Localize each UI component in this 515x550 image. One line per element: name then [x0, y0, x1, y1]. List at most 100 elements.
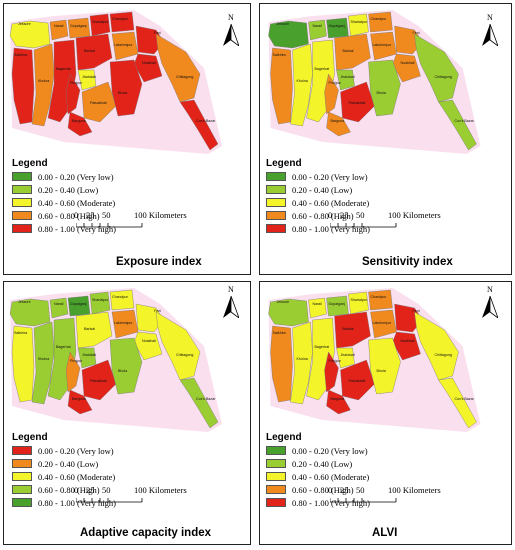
legend-swatch: [266, 198, 286, 207]
scale-bar-line: [330, 498, 397, 503]
legend-label: 0.80 - 1.00 (Very high): [38, 223, 116, 234]
place-label: Bhola: [118, 91, 127, 95]
north-letter: N: [228, 285, 234, 294]
legend-swatch: [12, 472, 32, 481]
place-label: Gopalganj: [329, 24, 346, 28]
legend-item: 0.60 - 0.80 (High): [266, 210, 354, 221]
place-label: Chittagong: [435, 353, 452, 357]
district-jhalokati: [77, 69, 97, 91]
place-label: Pirojpur: [329, 81, 342, 85]
place-label: Lakshmipur: [114, 43, 133, 47]
legend-swatch: [12, 198, 32, 207]
place-label: Noakhali: [401, 339, 415, 343]
scale-label: 100 Kilometers: [134, 485, 187, 495]
district-barguna: [67, 389, 93, 415]
district-chandpur: [368, 289, 393, 311]
place-label: Satkhira: [14, 53, 27, 57]
district-khulna: [31, 321, 55, 405]
place-label: Patuakhali: [349, 379, 366, 383]
place-label: Lakshmipur: [114, 321, 133, 325]
place-label: Barguna: [72, 397, 86, 401]
place-label: Narail: [313, 24, 323, 28]
legend-item: 0.00 - 0.20 (Very low): [12, 171, 114, 182]
legend-swatch: [12, 185, 32, 194]
place-label: Patuakhali: [349, 101, 366, 105]
place-label: Noakhali: [142, 339, 156, 343]
map-panel-adaptive-capacity: Jessore Narail Gopalganj Shariatpur Chandpur…: [3, 281, 251, 545]
scale-label: 25: [340, 210, 349, 220]
place-label: Bagerhat: [315, 345, 330, 349]
north-letter: N: [228, 13, 234, 22]
legend-title: Legend: [266, 158, 302, 169]
legend-item: 0.60 - 0.80 (High): [12, 210, 100, 221]
scale-label: 0: [328, 485, 333, 495]
place-label: Patuakhali: [90, 101, 107, 105]
place-label: Chittagong: [435, 75, 452, 79]
scale-label: 25: [340, 485, 349, 495]
district-chandpur: [368, 11, 393, 33]
place-label: Bhola: [377, 369, 386, 373]
place-label: Gopalganj: [70, 302, 87, 306]
district-bhola: [368, 59, 401, 117]
legend-swatch: [266, 224, 286, 233]
legend-label: 0.60 - 0.80 (High): [38, 210, 100, 221]
legend-label: 0.40 - 0.60 (Moderate): [38, 197, 116, 208]
district-map: Jessore Narail Gopalganj ShariatpurChandpur…: [268, 288, 481, 432]
legend-title: Legend: [12, 432, 48, 443]
place-label: Gopalganj: [329, 302, 346, 306]
district-narail: [308, 297, 327, 319]
map-caption: Exposure index: [116, 256, 202, 268]
place-label: Jessore: [277, 22, 290, 26]
legend-label: 0.40 - 0.60 (Moderate): [292, 197, 370, 208]
legend-swatch: [266, 446, 286, 455]
map-caption: Sensitivity index: [362, 256, 453, 268]
place-label: Khulna: [297, 357, 308, 361]
district-map: Jessore Narail Gopalganj ShariatpurChandpur…: [9, 10, 222, 154]
legend-item: 0.00 - 0.20 (Very low): [12, 445, 114, 456]
district-barisal: [334, 311, 371, 349]
scale-label: 50: [102, 210, 111, 220]
place-label: Pirojpur: [70, 81, 83, 85]
place-label: Narail: [54, 24, 64, 28]
scale-label: 25: [86, 485, 95, 495]
legend-title: Legend: [266, 432, 302, 443]
place-label: Shariatpur: [351, 298, 368, 302]
place-label: Chandpur: [371, 295, 388, 299]
place-label: Shariatpur: [92, 298, 109, 302]
place-label: Jhalokati: [341, 75, 355, 79]
legend-label: 0.00 - 0.20 (Very low): [292, 171, 368, 182]
place-label: Bagerhat: [56, 67, 71, 71]
place-label: Cox's Bazar: [455, 119, 475, 123]
legend-item: 0.40 - 0.60 (Moderate): [12, 197, 115, 208]
legend-swatch: [266, 498, 286, 507]
place-label: Barisal: [343, 49, 354, 53]
legend-item: 0.80 - 1.00 (Very high): [266, 223, 370, 234]
scale-bar-line: [76, 223, 143, 228]
place-label: Feni: [413, 31, 420, 35]
map-panel-sensitivity: Jessore Narail Gopalganj Shariatpur Chandpur…: [259, 3, 512, 275]
north-letter: N: [487, 13, 493, 22]
legend-item: 0.00 - 0.20 (Very low): [266, 445, 368, 456]
district-shariatpur: [348, 291, 369, 315]
scale-label: 50: [356, 210, 365, 220]
district-pirojpur: [65, 351, 81, 393]
place-label: Khulna: [297, 79, 308, 83]
place-label: Barguna: [331, 119, 345, 123]
district-cox-s-bazar: [438, 99, 477, 151]
legend-swatch: [266, 472, 286, 481]
north-arrow: N: [482, 13, 498, 48]
district-barguna: [326, 389, 351, 415]
place-label: Feni: [154, 309, 161, 313]
place-label: Satkhira: [14, 331, 27, 335]
district-bhola: [109, 59, 143, 117]
legend-swatch: [12, 172, 32, 181]
place-label: Noakhali: [142, 61, 156, 65]
place-label: Jessore: [277, 300, 290, 304]
district-satkhira: [270, 47, 293, 125]
legend-item: 0.60 - 0.80 (High): [266, 484, 354, 495]
north-arrow-icon: [223, 24, 239, 46]
north-arrow-icon: [223, 296, 239, 318]
place-label: Cox's Bazar: [196, 397, 216, 401]
legend-swatch: [266, 211, 286, 220]
place-label: Chandpur: [371, 17, 388, 21]
